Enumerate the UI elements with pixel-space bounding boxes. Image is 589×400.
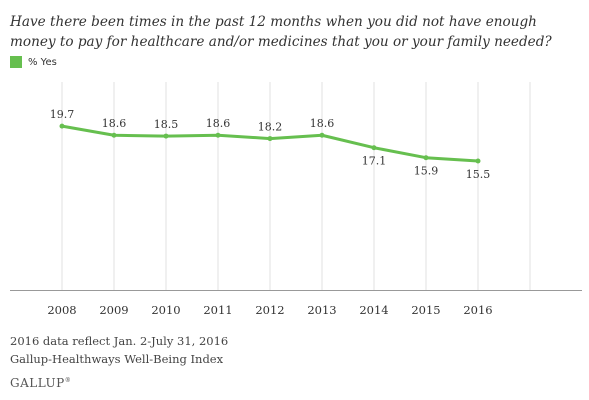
x-tick-label: 2010 [151, 303, 180, 317]
data-label: 18.5 [154, 118, 179, 131]
gallup-logo: GALLUP® [10, 376, 72, 390]
data-labels: 19.7 18.6 18.5 18.6 18.2 18.6 17.1 15.9 15.5 [50, 108, 491, 181]
data-point [371, 145, 377, 151]
x-tick-label: 2013 [307, 303, 336, 317]
data-point [59, 123, 65, 129]
data-label: 18.2 [258, 121, 283, 134]
data-label: 15.5 [466, 168, 491, 181]
x-tick-label: 2012 [255, 303, 284, 317]
line-chart: 2008 2009 2010 2011 2012 2013 2014 2015 2016 19.… [10, 82, 582, 317]
x-tick-label: 2011 [203, 303, 232, 317]
data-point [163, 133, 169, 139]
data-point [423, 155, 429, 161]
x-tick-label: 2014 [359, 303, 388, 317]
footnotes: 2016 data reflect Jan. 2-July 31, 2016 G… [10, 332, 228, 368]
footnote-date-range: 2016 data reflect Jan. 2-July 31, 2016 [10, 334, 229, 348]
x-axis-tick-labels: 2008 2009 2010 2011 2012 2013 2014 2015 2016 [47, 303, 492, 317]
data-label: 15.9 [414, 165, 439, 178]
x-tick-label: 2008 [47, 303, 76, 317]
data-label: 18.6 [310, 117, 335, 130]
data-point [267, 136, 273, 142]
data-label: 17.1 [362, 155, 387, 168]
data-label: 19.7 [50, 108, 75, 121]
data-point [215, 132, 221, 138]
gallup-wordmark: GALLUP [10, 376, 65, 390]
legend-label: % Yes [28, 56, 57, 68]
x-tick-label: 2016 [463, 303, 492, 317]
legend-swatch [10, 56, 22, 68]
data-points [59, 123, 481, 164]
data-label: 18.6 [206, 117, 231, 130]
data-point [319, 132, 325, 138]
legend: % Yes [10, 56, 57, 68]
data-label: 18.6 [102, 117, 127, 130]
data-point [111, 132, 117, 138]
chart-question-title: Have there been times in the past 12 mon… [10, 14, 552, 50]
data-point [475, 158, 481, 164]
footnote-source: Gallup-Healthways Well-Being Index [10, 352, 224, 366]
x-tick-label: 2009 [99, 303, 128, 317]
x-tick-label: 2015 [411, 303, 440, 317]
grid-lines [10, 82, 582, 291]
